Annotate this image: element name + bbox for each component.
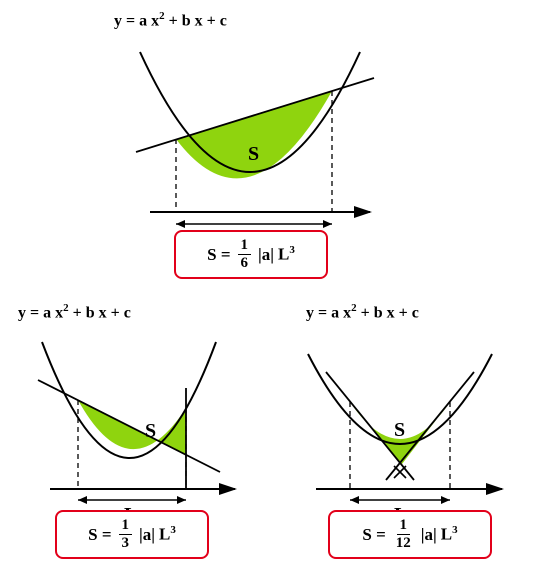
formula-S: S = [362,525,385,545]
formula-fraction: 13 [119,518,133,551]
formula-L: L3 [441,524,458,545]
formula: S = 112 |a| L3 [340,518,480,551]
fraction-num: 1 [119,518,133,535]
formula-L: L3 [278,244,295,265]
fraction-den: 12 [393,535,414,551]
diagram-top: SL [120,32,420,247]
formula-box-right: S = 112 |a| L3 [328,510,492,559]
formula-box-left: S = 13 |a| L3 [55,510,209,559]
formula-L: L3 [159,524,176,545]
region-label: S [248,143,259,165]
diagram-right: SL [290,324,534,524]
region-label: S [145,420,156,442]
fraction-num: 1 [397,518,411,535]
formula-box-top: S = 16 |a| L3 [174,230,328,279]
formula: S = 16 |a| L3 [186,238,316,271]
region-label: S [394,419,405,441]
eq-top: y = a x2 + b x + c [114,10,227,30]
formula-fraction: 112 [393,518,414,551]
formula-S: S = [207,245,230,265]
panel-top: y = a x2 + b x + cSLS =16|a| L3 [120,8,420,268]
fraction-den: 3 [119,535,133,551]
fraction-num: 1 [238,238,252,255]
eq-left: y = a x2 + b x + c [18,302,131,322]
panel-right: y = a x2 + b x + cSLS = 112 |a| L3 [290,300,534,560]
formula-S: S = [88,525,111,545]
diagram-left: SL [20,324,270,524]
formula-abs: |a| [421,525,437,545]
panel-left: y = a x2 + b x + cSLS = 13 |a| L3 [20,300,270,560]
formula-fraction: 16 [238,238,252,271]
eq-right: y = a x2 + b x + c [306,302,419,322]
formula: S = 13 |a| L3 [67,518,197,551]
region-fill [176,91,332,178]
formula-abs: |a| [258,245,274,265]
fraction-den: 6 [238,255,252,271]
formula-abs: |a| [139,525,155,545]
